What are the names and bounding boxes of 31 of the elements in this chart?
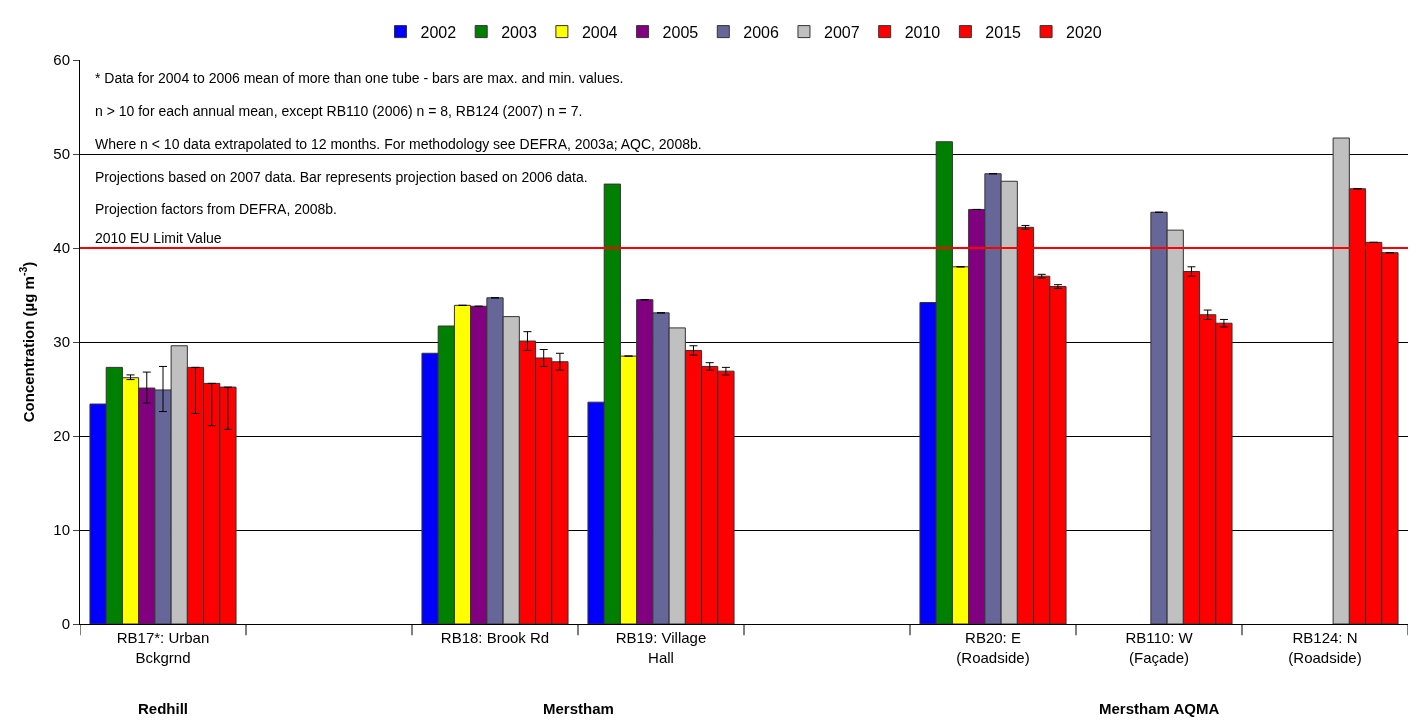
- annotation: * Data for 2004 to 2006 mean of more than one tube - bars are max. and min. values.: [95, 70, 624, 86]
- x-tick-label: RB110: W (Façade): [1125, 629, 1194, 666]
- legend-label: 2004: [581, 23, 618, 41]
- annotation: n > 10 for each annual mean, except RB110 (2006) n = 8, RB124 (2007) n = 7.: [95, 103, 583, 119]
- legend-label: 2015: [985, 23, 1022, 41]
- annotation: Projections based on 2007 data. Bar represents projection based on 2006 data.: [95, 169, 588, 185]
- x-tick-label: RB17*: Urban Bckgrnd: [116, 629, 210, 666]
- legend-label: 2010: [904, 23, 941, 41]
- y-tick-label: 50: [53, 145, 70, 163]
- legend-label: 2006: [743, 23, 779, 41]
- annotation: Where n < 10 data extrapolated to 12 months. For methodology see DEFRA, 2003a; AQC, 2008b.: [95, 136, 702, 152]
- y-tick-label: 60: [53, 51, 70, 69]
- y-tick-label: 30: [53, 333, 70, 351]
- legend-label: 2005: [662, 23, 699, 41]
- x-tick-label: RB124: N (Roadside): [1288, 629, 1362, 666]
- text: Redhill: [138, 700, 189, 717]
- y-tick-label: 10: [53, 521, 70, 539]
- x-tick-label: RB20: E (Roadside): [956, 629, 1030, 666]
- legend-label: 2002: [420, 23, 457, 41]
- x-tick-label: RB19: Village Hall: [615, 629, 707, 666]
- y-tick-label: 0: [61, 615, 70, 633]
- x-tick-label: RB18: Brook Rd: [440, 629, 550, 646]
- y-tick-label: 20: [53, 427, 70, 445]
- annotation: Projection factors from DEFRA, 2008b.: [95, 201, 337, 217]
- ref-line-label: 2010 EU Limit Value: [95, 230, 222, 246]
- legend-label: 2007: [823, 23, 860, 41]
- legend-label: 2020: [1066, 23, 1102, 41]
- y-tick-label: 40: [53, 239, 70, 257]
- legend-label: 2003: [501, 23, 537, 41]
- text: Merstham AQMA: [1099, 700, 1220, 717]
- text: Merstham: [543, 700, 614, 717]
